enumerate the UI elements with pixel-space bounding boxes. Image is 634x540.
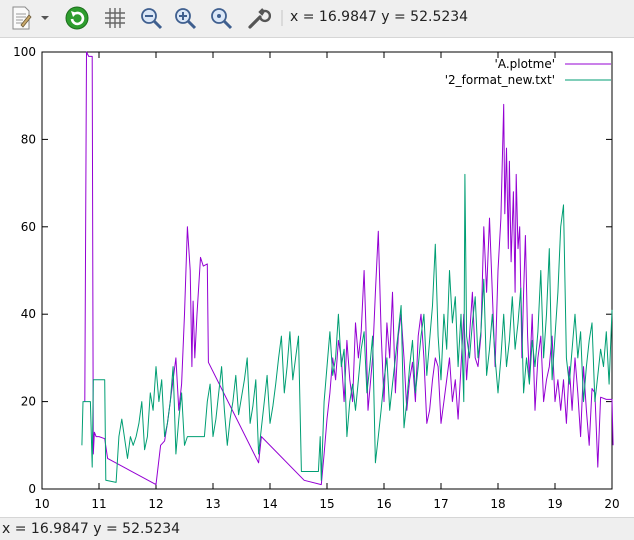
plot-canvas[interactable]: 10 11 12 13 14 15 16 17 18 19 20 0 20 40 60 80 100 'A.pl…	[0, 38, 634, 517]
dropdown-arrow-icon[interactable]	[38, 4, 52, 32]
grid-icon[interactable]	[102, 4, 128, 32]
x-tick-label: 15	[319, 497, 334, 511]
zoom-in-icon[interactable]	[172, 4, 198, 32]
x-tick-label: 13	[205, 497, 220, 511]
toolbar-separator-icon	[276, 4, 288, 32]
copy-clipboard-icon[interactable]	[8, 4, 34, 32]
status-bar: x = 16.9847 y = 52.5234	[0, 517, 634, 540]
x-tick-label: 20	[604, 497, 619, 511]
x-tick-label: 16	[376, 497, 391, 511]
legend-label-2: '2_format_new.txt'	[445, 73, 555, 87]
y-tick-label: 0	[28, 482, 36, 496]
y-tick-label: 80	[21, 132, 36, 146]
x-tick-label: 14	[262, 497, 277, 511]
y-tick-label: 60	[21, 220, 36, 234]
series-line-1	[84, 51, 614, 486]
settings-wrench-icon[interactable]	[246, 4, 272, 32]
series-line-2	[81, 173, 613, 483]
x-tick-label: 19	[547, 497, 562, 511]
x-tick-label: 18	[490, 497, 505, 511]
chart: 10 11 12 13 14 15 16 17 18 19 20 0 20 40 60 80 100 'A.pl…	[13, 45, 620, 511]
y-tick-label: 20	[21, 395, 36, 409]
zoom-reset-icon[interactable]	[208, 4, 234, 32]
zoom-out-icon[interactable]	[138, 4, 164, 32]
x-tick-label: 12	[148, 497, 163, 511]
x-tick-label: 10	[34, 497, 49, 511]
legend-label-1: 'A.plotme'	[495, 57, 555, 71]
y-tick-label: 40	[21, 307, 36, 321]
x-tick-label: 17	[433, 497, 448, 511]
status-text: x = 16.9847 y = 52.5234	[2, 521, 181, 537]
y-tick-label: 100	[13, 45, 36, 59]
toolbar: x = 16.9847 y = 52.5234	[0, 0, 634, 38]
replot-icon[interactable]	[64, 4, 90, 32]
x-tick-label: 11	[91, 497, 106, 511]
coordinates-readout: x = 16.9847 y = 52.5234	[290, 9, 469, 25]
